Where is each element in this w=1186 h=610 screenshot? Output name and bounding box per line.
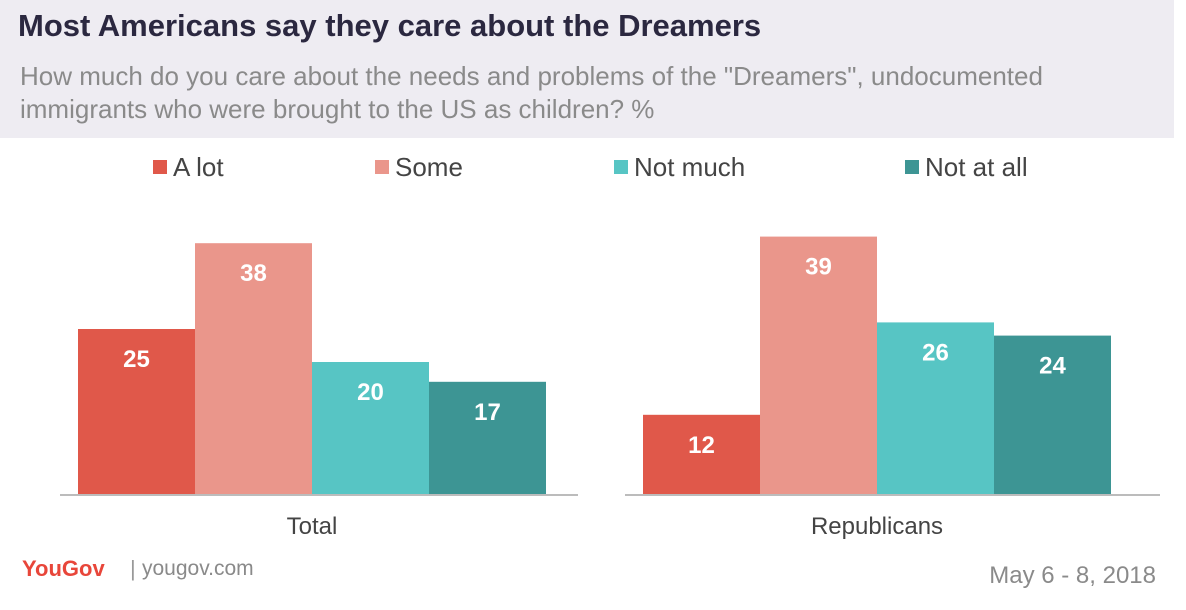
bar — [994, 335, 1111, 494]
footer-url[interactable]: yougov.com — [142, 557, 254, 580]
bar — [760, 236, 877, 494]
bar-value-label: 39 — [805, 254, 832, 281]
legend-swatch — [614, 160, 628, 174]
legend-swatch — [905, 160, 919, 174]
bar — [877, 322, 994, 494]
chart-title: Most Americans say they care about the D… — [18, 8, 762, 43]
yougov-logo: YouGov — [22, 556, 105, 581]
bar-value-label: 17 — [474, 399, 501, 426]
bar-value-label: 12 — [688, 432, 715, 459]
category-label: Total — [287, 513, 338, 540]
chart-subtitle: How much do you care about the needs and… — [20, 61, 1043, 124]
legend-label: Not much — [634, 151, 746, 182]
bar-value-label: 38 — [240, 260, 267, 287]
bar — [78, 329, 195, 494]
survey-date: May 6 - 8, 2018 — [989, 562, 1156, 589]
bar — [312, 362, 429, 494]
bar-value-label: 20 — [357, 379, 384, 406]
legend-label: Not at all — [925, 151, 1028, 182]
footer-separator: | — [130, 556, 136, 581]
bar — [643, 414, 760, 494]
legend-item-some: Some — [375, 150, 463, 184]
legend: A lot Some Not much Not at all — [0, 150, 1186, 184]
header-band: Most Americans say they care about the D… — [0, 0, 1174, 138]
legend-swatch — [375, 160, 389, 174]
legend-item-not-much: Not much — [614, 150, 745, 184]
category-label: Republicans — [811, 513, 943, 540]
legend-item-not-at-all: Not at all — [905, 150, 1028, 184]
bar-value-label: 24 — [1039, 353, 1066, 380]
bar — [429, 381, 546, 494]
legend-label: A lot — [173, 151, 224, 182]
legend-item-a-lot: A lot — [153, 150, 224, 184]
bar-value-label: 25 — [123, 346, 150, 373]
bar-value-label: 26 — [922, 339, 949, 366]
legend-swatch — [153, 160, 167, 174]
legend-label: Some — [395, 151, 463, 182]
bar — [195, 243, 312, 494]
